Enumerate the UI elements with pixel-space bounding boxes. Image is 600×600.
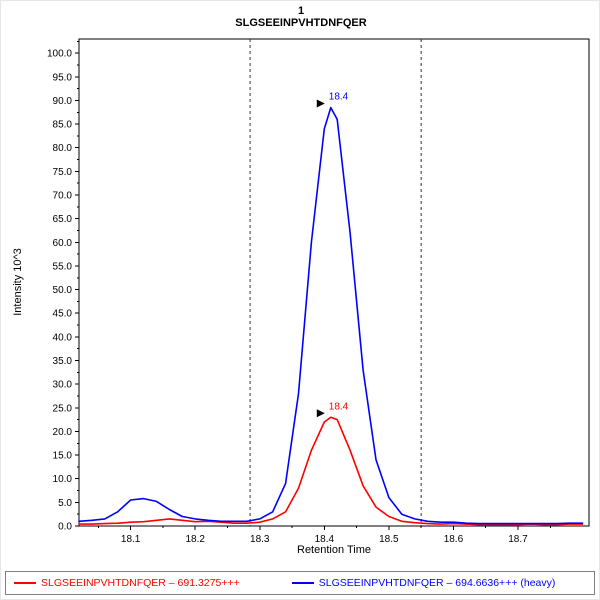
svg-text:20.0: 20.0	[53, 427, 73, 438]
y-axis-label: Intensity 10^3	[12, 248, 24, 316]
svg-text:15.0: 15.0	[53, 451, 73, 462]
svg-text:100.0: 100.0	[47, 49, 72, 60]
svg-text:18.5: 18.5	[379, 534, 399, 545]
chromatogram-plot[interactable]: 0.0 5.0 10.0 15.0 20.0 25.0 30.0 35.0 40.0 45.0 50…	[1, 1, 600, 566]
svg-text:18.7: 18.7	[508, 534, 528, 545]
svg-text:75.0: 75.0	[53, 167, 73, 178]
svg-text:30.0: 30.0	[53, 380, 73, 391]
svg-text:65.0: 65.0	[53, 214, 73, 225]
svg-text:18.4: 18.4	[315, 534, 335, 545]
legend-item-light: SLGSEEINPVHTDNFQER – 691.3275+++	[14, 577, 240, 589]
red-line-swatch	[14, 582, 36, 584]
legend-item-heavy: SLGSEEINPVHTDNFQER – 694.6636+++ (heavy)	[291, 577, 556, 589]
svg-text:70.0: 70.0	[53, 191, 73, 202]
svg-text:18.2: 18.2	[185, 534, 205, 545]
chart-title-block: 1 SLGSEEINPVHTDNFQER	[1, 5, 599, 30]
svg-text:45.0: 45.0	[53, 309, 73, 320]
legend: SLGSEEINPVHTDNFQER – 691.3275+++ SLGSEEI…	[5, 571, 595, 595]
svg-text:80.0: 80.0	[53, 143, 73, 154]
svg-text:18.4: 18.4	[329, 401, 349, 412]
legend-label-light: SLGSEEINPVHTDNFQER – 691.3275+++	[41, 577, 240, 589]
svg-text:85.0: 85.0	[53, 120, 73, 131]
svg-text:50.0: 50.0	[53, 285, 73, 296]
blue-line-swatch	[291, 582, 314, 584]
svg-text:18.4: 18.4	[329, 92, 349, 103]
svg-text:18.1: 18.1	[121, 534, 141, 545]
svg-text:35.0: 35.0	[53, 356, 73, 367]
svg-text:5.0: 5.0	[58, 498, 72, 509]
svg-text:60.0: 60.0	[53, 238, 73, 249]
svg-text:90.0: 90.0	[53, 96, 73, 107]
svg-text:25.0: 25.0	[53, 403, 73, 414]
svg-text:55.0: 55.0	[53, 261, 73, 272]
x-axis-label: Retention Time	[297, 544, 371, 556]
svg-text:10.0: 10.0	[53, 474, 73, 485]
chart-title: 1	[297, 5, 305, 17]
svg-text:0.0: 0.0	[58, 522, 72, 533]
svg-text:18.6: 18.6	[444, 534, 464, 545]
svg-text:40.0: 40.0	[53, 332, 73, 343]
legend-label-heavy: SLGSEEINPVHTDNFQER – 694.6636+++ (heavy)	[318, 577, 556, 589]
chart-subtitle: SLGSEEINPVHTDNFQER	[235, 17, 367, 29]
svg-text:95.0: 95.0	[53, 72, 73, 83]
svg-text:18.3: 18.3	[250, 534, 270, 545]
